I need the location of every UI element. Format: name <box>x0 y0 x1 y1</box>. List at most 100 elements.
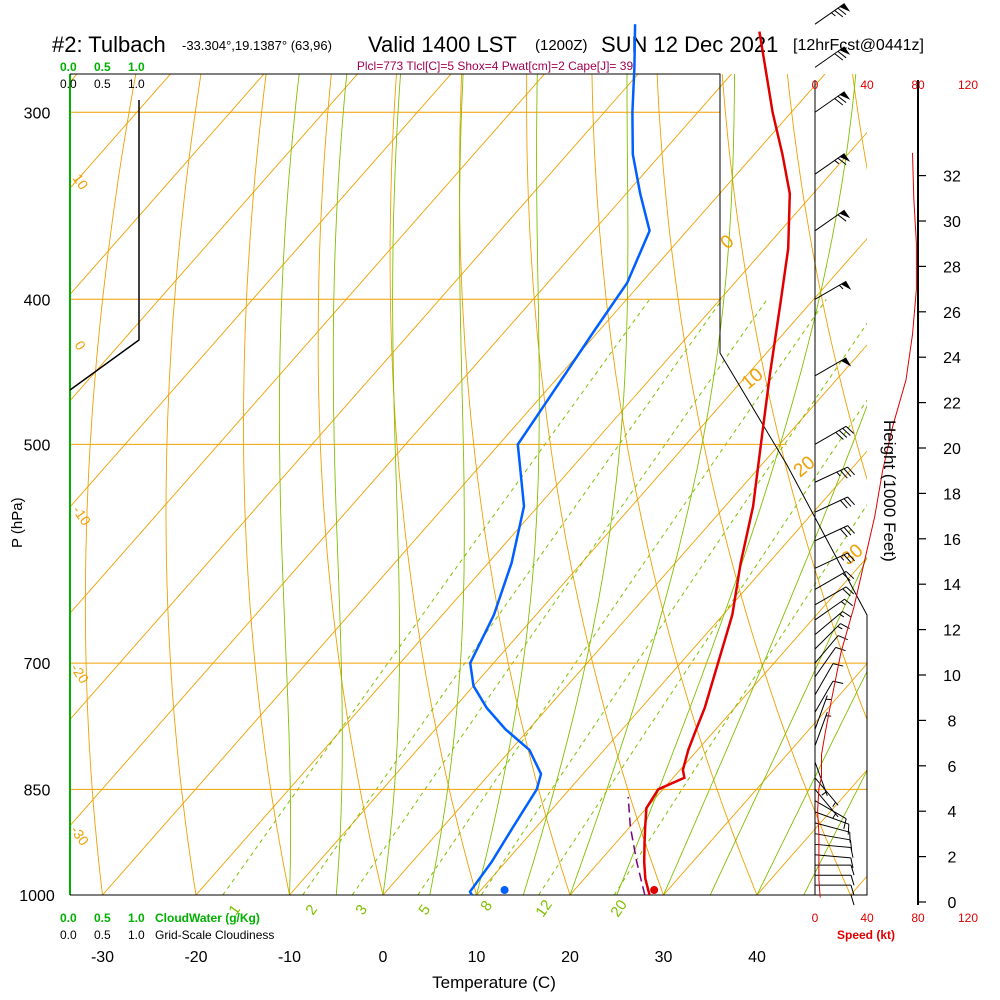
wind-barb <box>814 623 850 650</box>
isotherms <box>70 74 867 895</box>
wind-barb-flag <box>847 552 855 562</box>
moist-adiabats <box>278 74 867 895</box>
wind-barb-half-flag <box>840 601 846 606</box>
wind-barb <box>814 425 855 445</box>
moist-adiabat-line <box>522 74 629 895</box>
wind-barb-flag <box>847 496 855 506</box>
height-tick-label: 18 <box>943 486 961 503</box>
wind-barb-half-flag <box>821 791 827 796</box>
dry-adiabats <box>70 0 1000 927</box>
pressure-tick-label: 250 <box>24 0 51 4</box>
wind-barb-staff <box>814 635 839 664</box>
moist-adiabat-line <box>803 769 867 895</box>
wind-barb-half-flag <box>836 471 841 477</box>
wind-barb-flag <box>843 554 852 563</box>
dry-adiabat-line <box>459 74 571 895</box>
isotherm-line <box>70 74 452 508</box>
mixing-ratio-label: 12 <box>532 897 555 920</box>
isobars <box>70 111 867 896</box>
cloudwater-panel: 0.0 0.5 1.0 0.0 0.5 1.0 0.0 0.5 1.0 Clou… <box>60 60 274 942</box>
temperature-tick-label: 10 <box>468 949 486 966</box>
pressure-tick-label: 1000 <box>19 888 55 905</box>
wind-barb-flag <box>840 470 848 479</box>
dry-adiabat-label: -20 <box>68 661 93 687</box>
mixing-ratio-label: 20 <box>607 897 630 920</box>
wind-speed-tick-bottom: 120 <box>958 911 978 925</box>
wind-barb-flag <box>837 635 848 641</box>
dry-adiabat-line <box>317 74 384 895</box>
wind-barb-flag <box>834 98 844 106</box>
mixing-ratio-label: 5 <box>415 902 434 919</box>
cloudiness-tick-top-1: 0.5 <box>94 77 111 91</box>
dry-adiabat-line <box>526 74 664 895</box>
wind-barb <box>814 496 855 513</box>
wind-barb <box>814 552 855 569</box>
cloudwater-tick-bottom-1: 0.5 <box>94 911 111 925</box>
stability-indices: Plcl=773 Tlcl[C]=5 Shox=4 Pwat[cm]=2 Cap… <box>357 59 634 73</box>
height-tick-label: 30 <box>943 214 961 231</box>
isotherm-line <box>70 74 546 614</box>
wind-barb-flag <box>837 7 847 16</box>
wind-speed-tick-top: 120 <box>958 78 978 92</box>
pressure-tick-label: 500 <box>24 437 51 454</box>
wind-barb-flag <box>842 588 851 597</box>
height-tick-label: 10 <box>943 668 961 685</box>
wind-barb-half-flag <box>832 802 836 807</box>
dry-adiabat-line <box>906 0 1000 927</box>
dry-adiabat-line <box>721 74 867 721</box>
pressure-tick-label: 300 <box>24 105 51 122</box>
wind-barb <box>814 598 853 621</box>
zulu-time: (1200Z) <box>535 37 588 54</box>
wind-barb-staff <box>814 647 837 678</box>
wind-speed-panel: 0040408080120120 <box>812 78 979 925</box>
wind-barb <box>814 777 839 807</box>
cloudwater-tick-bottom-0: 0.0 <box>60 911 77 925</box>
height-axis-label: Height (1000 Feet) <box>880 420 899 562</box>
wind-barb-flag <box>842 611 852 618</box>
temperature-ticks: -30 -20 -10 0 10 20 30 40 <box>91 949 766 966</box>
height-tick-label: 14 <box>943 577 961 594</box>
valid-date: SUN 12 Dec 2021 <box>601 32 778 57</box>
isotherm-line <box>569 556 867 895</box>
mixing-ratio-line <box>613 503 867 895</box>
wind-barb-staff <box>814 843 851 848</box>
height-tick-label: 16 <box>943 532 961 549</box>
height-tick-label: 12 <box>943 623 961 640</box>
isotherm-line <box>382 344 867 895</box>
wind-barb-flag <box>845 571 855 579</box>
dewpoint-profile-line <box>468 24 651 896</box>
wind-speed-label: Speed (kt) <box>837 928 895 942</box>
wind-barb-staff <box>814 695 828 730</box>
wind-barb <box>814 711 832 747</box>
wind-barb <box>814 663 844 696</box>
wind-barb-half-flag <box>839 613 845 618</box>
wind-barb-flag <box>840 500 848 509</box>
cloudwater-tick-top-1: 0.5 <box>94 60 111 74</box>
wind-barb-staff <box>814 153 845 175</box>
moist-adiabat-line <box>278 74 300 895</box>
surface-dewpoint-dot <box>500 886 509 894</box>
wind-barb <box>814 695 832 730</box>
cloudwater-tick-bottom-2: 1.0 <box>128 911 145 925</box>
temperature-profile-line <box>642 31 792 896</box>
station-coords: -33.304°,19.1387° (63,96) <box>182 38 332 53</box>
height-tick-label: 32 <box>943 169 961 186</box>
cloudiness-tick-top-0: 0.0 <box>60 77 77 91</box>
mixing-ratio-line <box>417 299 827 895</box>
wind-barb-flag <box>843 818 847 829</box>
wind-barb-flag <box>850 885 855 896</box>
wind-barb-flag <box>844 598 853 607</box>
temperature-tick-label: -20 <box>184 949 207 966</box>
x-axis-label: Temperature (C) <box>432 973 556 992</box>
wind-barb-half-flag <box>831 12 836 17</box>
wind-barb-pennant <box>839 153 851 162</box>
moist-adiabat-line <box>429 74 465 895</box>
isotherm-line <box>663 663 867 895</box>
dry-adiabat-label: 0 <box>72 338 90 354</box>
moist-adiabat-line <box>756 670 867 895</box>
wind-barb-pennant <box>839 46 851 55</box>
wind-barb-staff <box>814 777 839 806</box>
wind-barb <box>814 646 846 678</box>
isotherm-line <box>195 131 867 895</box>
